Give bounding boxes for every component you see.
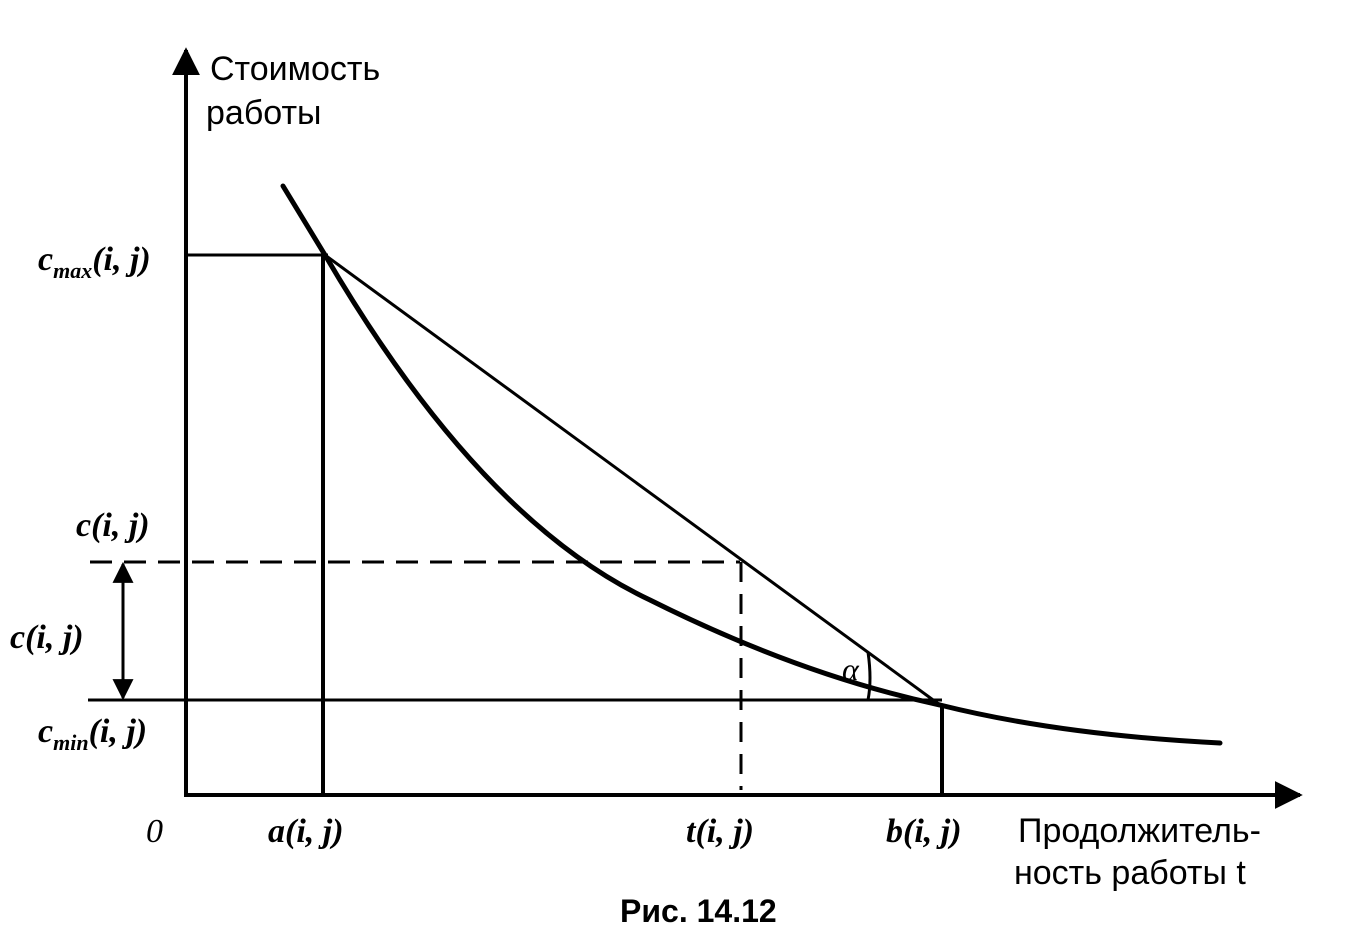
cmin-label-main: c (38, 713, 53, 750)
y-axis-label-line2: работы (206, 94, 321, 132)
cmax-label: cmax(i, j) (38, 241, 151, 283)
alpha-angle-arc (866, 651, 872, 701)
a-label: a(i, j) (268, 813, 344, 850)
linear-cost-line (324, 253, 941, 707)
cmin-label-sub: min (53, 730, 88, 755)
cost-curve (280, 183, 1223, 746)
x-axis-label-line2: ность работы t (1014, 854, 1246, 892)
cmin-label: cmin(i, j) (38, 713, 147, 755)
c-delta-label: c(i, j) (10, 619, 84, 656)
x-axis-label-line1: Продолжитель- (1018, 812, 1261, 850)
t-label: t(i, j) (686, 813, 754, 850)
figure-caption: Рис. 14.12 (620, 893, 777, 929)
cmax-label-main: c (38, 241, 53, 278)
cmax-label-sub: max (53, 258, 92, 283)
alpha-label: α (842, 651, 860, 687)
y-axis-label-line1: Стоимость (210, 50, 380, 88)
b-label: b(i, j) (886, 813, 962, 850)
cmax-label-args: (i, j) (92, 241, 151, 278)
origin-label: 0 (146, 813, 163, 850)
cmin-label-args: (i, j) (89, 713, 148, 750)
c-top-label: c(i, j) (76, 507, 150, 544)
